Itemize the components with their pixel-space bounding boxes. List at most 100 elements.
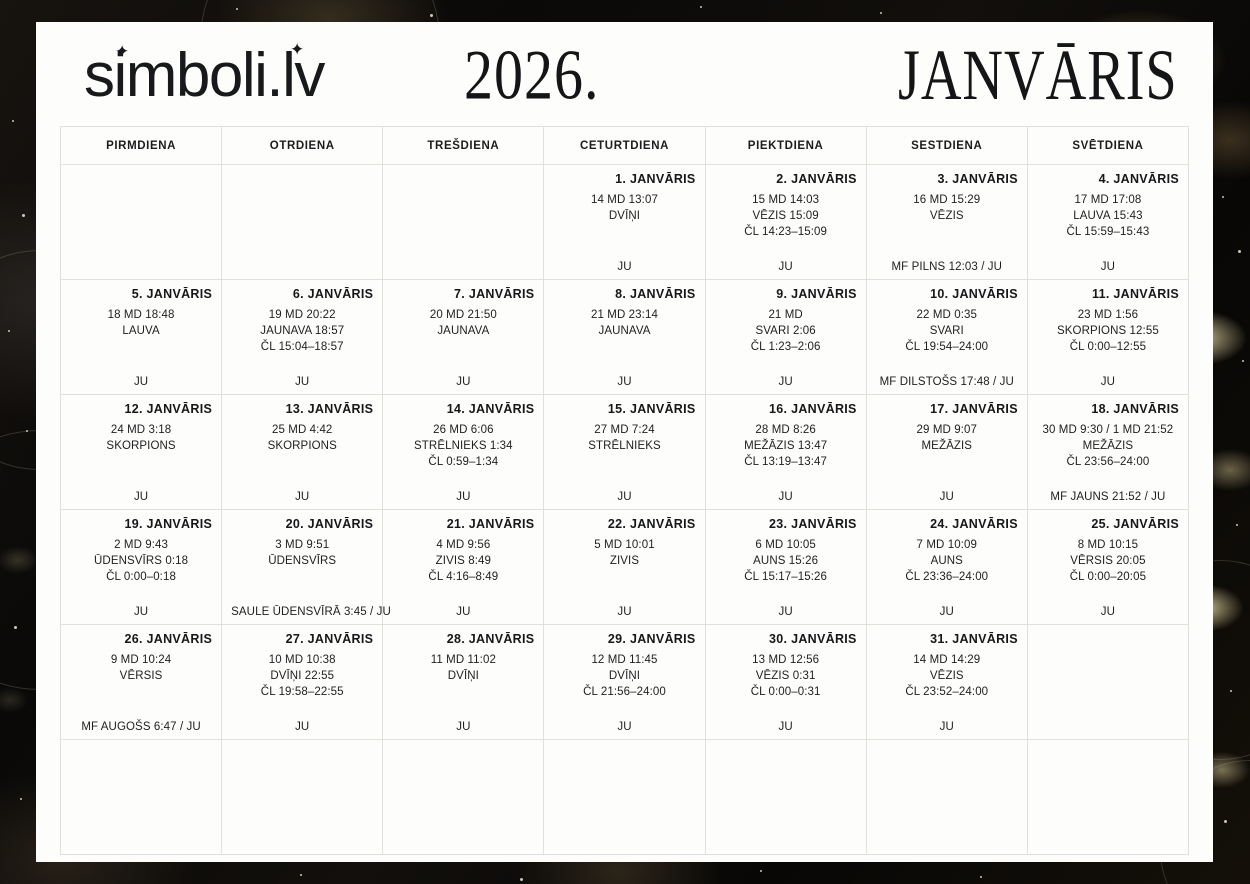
calendar-day-cell[interactable]: 29. JANVĀRIS 12 MD 11:45 DVĪŅI ČL 21:56–24:… <box>543 624 706 740</box>
calendar-day-cell[interactable]: 23. JANVĀRIS 6 MD 10:05 AUNS 15:26 ČL 15:17… <box>704 509 867 625</box>
day-detail-lines: 15 MD 14:03 VĒZIS 15:09 ČL 14:23–15:09 <box>715 193 857 241</box>
calendar-day-cell[interactable]: 4. JANVĀRIS 17 MD 17:08 LAUVA 15:43 ČL 15:5… <box>1026 164 1190 280</box>
day-detail-line: 27 MD 7:24 <box>594 424 655 436</box>
day-detail-line: JAUNAVA <box>437 324 490 337</box>
cell-spacer <box>715 768 857 848</box>
cell-spacer <box>231 570 373 606</box>
day-number: 6. JANVĀRIS <box>292 287 374 301</box>
calendar-day-cell[interactable]: 9. JANVĀRIS 21 MD SVARI 2:06 ČL 1:23–2:06 JU <box>704 279 867 395</box>
cell-spacer <box>392 340 534 376</box>
day-detail-lines: 7 MD 10:09 AUNS ČL 23:36–24:00 <box>876 538 1018 586</box>
cell-spacer <box>715 356 857 376</box>
calendar-day-cell[interactable]: 18. JANVĀRIS 30 MD 9:30 / 1 MD 21:52 MEŽĀZ… <box>1026 394 1190 510</box>
brand-logo[interactable]: ✦ ✦ simboli.lv <box>84 41 325 107</box>
calendar-day-cell[interactable]: 16. JANVĀRIS 28 MD 8:26 MEŽĀZIS 13:47 ČL 13… <box>704 394 867 510</box>
cell-spacer <box>231 768 373 848</box>
day-footer-note: JU <box>617 721 632 733</box>
day-footer-note: JU <box>295 491 310 503</box>
day-number <box>1037 632 1179 648</box>
day-detail-line: 4 MD 9:56 <box>436 539 491 551</box>
day-number: 9. JANVĀRIS <box>776 287 857 301</box>
day-detail-lines: 12 MD 11:45 DVĪŅI ČL 21:56–24:00 <box>553 653 695 701</box>
day-detail-line: 14 MD 14:29 <box>913 654 981 666</box>
calendar-day-cell[interactable]: 12. JANVĀRIS 24 MD 3:18 SKORPIONS JU <box>59 394 223 510</box>
day-number: 12. JANVĀRIS <box>124 402 213 416</box>
calendar-day-cell[interactable]: 22. JANVĀRIS 5 MD 10:01 ZIVIS JU <box>543 509 706 625</box>
day-detail-lines: 5 MD 10:01 ZIVIS <box>553 538 695 570</box>
day-detail-line: VĒRSIS 20:05 <box>1070 554 1146 567</box>
cell-spacer <box>553 768 695 848</box>
cell-spacer <box>231 193 373 273</box>
day-number <box>392 747 534 763</box>
calendar-day-cell[interactable]: 7. JANVĀRIS 20 MD 21:50 JAUNAVA JU <box>382 279 545 395</box>
day-detail-lines: 2 MD 9:43 ŪDENSVĪRS 0:18 ČL 0:00–0:18 <box>70 538 212 586</box>
day-number: 5. JANVĀRIS <box>131 287 213 301</box>
day-detail-line: 18 MD 18:48 <box>107 309 175 321</box>
calendar-day-cell[interactable]: 30. JANVĀRIS 13 MD 12:56 VĒZIS 0:31 ČL 0:00… <box>704 624 867 740</box>
day-footer-note: JU <box>295 721 310 733</box>
day-detail-line: SVARI 2:06 <box>755 324 816 337</box>
calendar-day-cell[interactable]: 19. JANVĀRIS 2 MD 9:43 ŪDENSVĪRS 0:18 ČL 0:… <box>59 509 223 625</box>
cell-spacer <box>231 455 373 491</box>
day-footer-note: JU <box>1100 376 1116 388</box>
weekday-header-row: PIRMDIENA OTRDIENA TREŠDIENA CETURTDIENA PIE… <box>59 126 1190 165</box>
day-footer-note: MF JAUNS 21:52 / JU <box>1050 491 1166 503</box>
cell-spacer <box>876 768 1018 848</box>
day-number <box>553 747 695 763</box>
calendar-day-cell[interactable]: 25. JANVĀRIS 8 MD 10:15 VĒRSIS 20:05 ČL 0:0… <box>1026 509 1190 625</box>
day-detail-line: LAUVA <box>122 324 160 337</box>
day-number: 2. JANVĀRIS <box>776 172 857 186</box>
day-number: 10. JANVĀRIS <box>930 287 1018 301</box>
calendar-day-cell[interactable]: 6. JANVĀRIS 19 MD 20:22 JAUNAVA 18:57 ČL 15… <box>221 279 384 395</box>
cell-spacer <box>70 455 212 491</box>
calendar-day-cell[interactable]: 8. JANVĀRIS 21 MD 23:14 JAUNAVA JU <box>543 279 706 395</box>
calendar-day-cell[interactable]: 20. JANVĀRIS 3 MD 9:51 ŪDENSVĪRS SAULE ŪDEN… <box>221 509 391 625</box>
day-detail-line: ČL 15:59–15:43 <box>1066 225 1150 238</box>
day-detail-line: 23 MD 1:56 <box>1077 309 1139 321</box>
day-detail-line: 29 MD 9:07 <box>916 424 977 436</box>
calendar-week-row: 5. JANVĀRIS 18 MD 18:48 LAUVA JU 6. JANVĀRIS… <box>59 279 1190 395</box>
calendar-day-cell[interactable]: 5. JANVĀRIS 18 MD 18:48 LAUVA JU <box>59 279 223 395</box>
day-detail-line: 19 MD 20:22 <box>268 309 336 321</box>
calendar-day-cell[interactable]: 15. JANVĀRIS 27 MD 7:24 STRĒLNIEKS JU <box>543 394 706 510</box>
day-detail-line: 11 MD 11:02 <box>430 654 496 666</box>
calendar-day-cell[interactable]: 14. JANVĀRIS 26 MD 6:06 STRĒLNIEKS 1:34 ČL … <box>382 394 545 510</box>
day-number <box>231 747 373 763</box>
day-footer-note: JU <box>778 376 793 388</box>
calendar-day-cell[interactable]: 28. JANVĀRIS 11 MD 11:02 DVĪŅI JU <box>382 624 545 740</box>
day-detail-lines: 6 MD 10:05 AUNS 15:26 ČL 15:17–15:26 <box>715 538 857 586</box>
day-number <box>715 747 857 763</box>
calendar-day-cell[interactable]: 13. JANVĀRIS 25 MD 4:42 SKORPIONS JU <box>221 394 384 510</box>
calendar-day-cell[interactable]: 27. JANVĀRIS 10 MD 10:38 DVĪŅI 22:55 ČL 19:… <box>221 624 384 740</box>
day-footer-note: SAULE ŪDENSVĪRĀ 3:45 / JU <box>231 606 391 618</box>
day-detail-line: ČL 15:04–18:57 <box>260 340 344 353</box>
day-number: 11. JANVĀRIS <box>1092 287 1179 301</box>
calendar-day-cell[interactable]: 3. JANVĀRIS 16 MD 15:29 VĒZIS MF PILNS 12:0… <box>865 164 1028 280</box>
calendar-day-cell[interactable]: 10. JANVĀRIS 22 MD 0:35 SVARI ČL 19:54–24:0… <box>865 279 1028 395</box>
cell-spacer <box>876 225 1018 261</box>
day-footer-note: JU <box>617 606 632 618</box>
day-detail-line: 6 MD 10:05 <box>755 539 816 551</box>
day-detail-line: MEŽĀZIS <box>921 439 973 452</box>
calendar-day-cell[interactable]: 2. JANVĀRIS 15 MD 14:03 VĒZIS 15:09 ČL 14:2… <box>704 164 867 280</box>
day-detail-line: 3 MD 9:51 <box>275 539 330 551</box>
day-detail-lines: 30 MD 9:30 / 1 MD 21:52 MEŽĀZIS ČL 23:56–2… <box>1037 423 1179 471</box>
day-footer-note: JU <box>778 721 793 733</box>
calendar-day-cell[interactable]: 26. JANVĀRIS 9 MD 10:24 VĒRSIS MF AUGOŠS 6:… <box>59 624 223 740</box>
calendar-day-cell[interactable]: 21. JANVĀRIS 4 MD 9:56 ZIVIS 8:49 ČL 4:16–8… <box>382 509 545 625</box>
day-footer-note: JU <box>778 491 793 503</box>
day-number: 14. JANVĀRIS <box>446 402 535 416</box>
calendar-day-cell[interactable]: 17. JANVĀRIS 29 MD 9:07 MEŽĀZIS JU <box>865 394 1028 510</box>
day-number <box>231 172 373 188</box>
calendar-day-cell[interactable]: 1. JANVĀRIS 14 MD 13:07 DVĪŅI JU <box>543 164 706 280</box>
day-detail-line: ČL 0:00–0:18 <box>106 570 176 583</box>
day-detail-line: ČL 19:54–24:00 <box>905 340 989 353</box>
day-detail-line: 9 MD 10:24 <box>110 654 172 666</box>
day-number: 22. JANVĀRIS <box>607 517 696 531</box>
day-detail-line: 14 MD 13:07 <box>591 194 658 206</box>
calendar-day-cell[interactable]: 24. JANVĀRIS 7 MD 10:09 AUNS ČL 23:36–24:00… <box>865 509 1028 625</box>
calendar-day-cell[interactable]: 11. JANVĀRIS 23 MD 1:56 SKORPIONS 12:55 ČL … <box>1026 279 1190 395</box>
day-footer-note: JU <box>133 376 149 388</box>
calendar-day-cell[interactable]: 31. JANVĀRIS 14 MD 14:29 VĒZIS ČL 23:52–24:… <box>865 624 1028 740</box>
day-number: 24. JANVĀRIS <box>930 517 1018 531</box>
